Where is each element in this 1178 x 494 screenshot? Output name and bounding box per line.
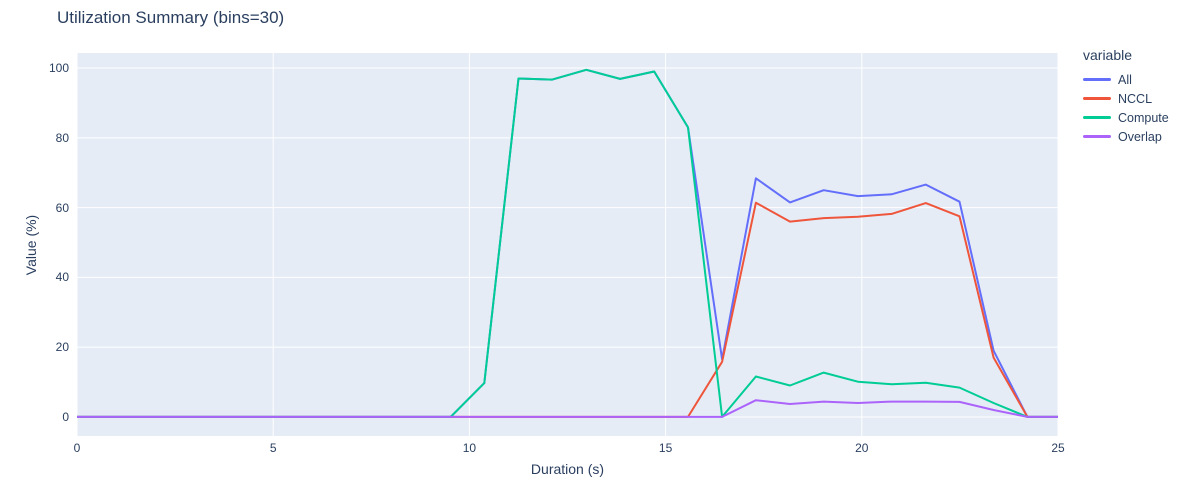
legend-swatch-all	[1083, 78, 1111, 81]
x-tick-label: 0	[73, 441, 81, 455]
x-tick-label: 10	[462, 441, 477, 455]
y-tick-label: 20	[55, 340, 69, 355]
legend-label: All	[1118, 72, 1132, 87]
x-tick-label: 20	[855, 441, 869, 455]
y-axis-title: Value (%)	[23, 214, 39, 276]
legend-label: Overlap	[1118, 129, 1162, 144]
legend-label: NCCL	[1118, 91, 1153, 106]
legend-title: variable	[1083, 47, 1133, 63]
x-axis-title: Duration (s)	[530, 461, 605, 477]
legend-swatch-compute	[1083, 116, 1111, 119]
x-tick-label: 15	[658, 441, 673, 455]
y-tick-label: 40	[55, 270, 69, 285]
legend-item-overlap[interactable]: Overlap	[1081, 127, 1169, 146]
x-tick-label: 5	[269, 441, 277, 455]
legend-swatch-nccl	[1083, 97, 1111, 100]
legend: variable All NCCL Compute Overlap	[1081, 47, 1169, 146]
series-line-overlap[interactable]	[77, 399, 1058, 418]
y-tick-label: 80	[55, 130, 69, 145]
legend-item-nccl[interactable]: NCCL	[1081, 89, 1169, 108]
x-tick-label: 25	[1051, 441, 1065, 455]
legend-item-all[interactable]: All	[1081, 70, 1169, 89]
plot-background	[77, 53, 1058, 436]
y-tick-label: 0	[62, 409, 69, 424]
legend-item-compute[interactable]: Compute	[1081, 108, 1169, 127]
y-tick-label: 60	[55, 200, 69, 215]
page-title: Utilization Summary (bins=30)	[57, 8, 285, 27]
legend-label: Compute	[1118, 110, 1169, 125]
y-tick-label: 100	[48, 61, 69, 76]
legend-swatch-overlap	[1083, 135, 1111, 138]
